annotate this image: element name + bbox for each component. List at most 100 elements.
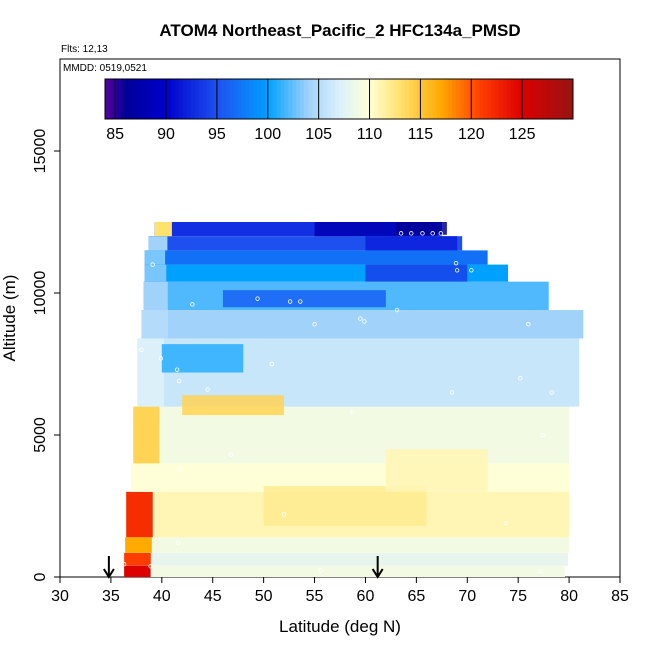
curtain-row [124,565,566,577]
curtain-feature [263,486,427,526]
colorbar-swatch [420,79,426,119]
colorbar-swatch [105,79,110,119]
x-tick-label: 70 [458,588,476,605]
colorbar-swatch [346,79,352,119]
colorbar-swatch [393,79,398,119]
curtain-cell [133,406,570,464]
x-tick-label: 45 [204,588,222,605]
sample-point [350,410,355,415]
colorbar-swatch [378,79,383,119]
colorbar-swatch [296,79,301,119]
colorbar-swatch [463,79,469,119]
sample-point [409,231,414,236]
sample-point [176,378,182,384]
sample-point [449,390,455,395]
colorbar-swatch [222,79,227,119]
sample-point [205,387,210,392]
colorbar-swatch [534,79,539,119]
chart-title: ATOM4 Northeast_Pacific_2 HFC134a_PMSD [159,21,520,40]
colorbar-swatch [307,79,313,119]
colorbar-swatch [553,79,558,119]
colorbar-swatch [498,79,504,119]
sample-point [190,302,195,307]
curtain-feature [222,290,386,308]
colorbar-swatch [206,79,211,119]
curtain-edge-cell [148,236,168,251]
colorbar-swatch [432,79,437,119]
sample-point [174,367,180,372]
colorbar-swatch [526,79,531,119]
sample-point [255,296,260,301]
curtain-edge-cell [124,552,151,566]
colorbar-swatch [362,79,367,119]
colorbar-swatch [487,79,492,119]
colorbar-swatch [186,79,192,119]
curtain-row [124,552,569,566]
colorbar-swatch [147,79,153,119]
colorbar-tick-label: 105 [305,126,332,143]
x-axis-label: Latitude (deg N) [279,617,401,636]
y-tick-label: 5000 [32,417,49,453]
flights-label: Flts: 12,13 [61,44,108,55]
curtain-edge-cell [154,222,172,237]
colorbar-swatch [280,79,285,119]
sample-point [312,322,317,327]
colorbar-swatch [506,79,512,119]
colorbar-swatch [190,79,196,119]
colorbar-swatch [300,79,305,119]
sample-point [420,231,425,236]
x-tick-label: 35 [102,588,120,605]
colorbar-swatch [537,79,543,119]
colorbar-swatch [218,79,223,119]
curtain-feature [161,344,244,373]
curtain-cell [124,552,569,566]
colorbar-swatch [483,79,488,119]
colorbar-swatch [303,79,309,119]
colorbar-swatch [159,79,164,119]
colorbar-swatch [358,79,363,119]
sample-point [453,260,459,266]
sample-point [269,361,274,367]
curtain-row [144,250,488,265]
colorbar-swatch [108,79,114,119]
x-tick-label: 80 [560,588,578,605]
colorbar-swatch [381,79,387,119]
curtain-heatmap [124,222,584,577]
sample-point [454,268,460,273]
colorbar-swatch [471,79,476,119]
sample-point [228,452,234,458]
colorbar-swatch [354,79,359,119]
colorbar-swatch [370,79,375,119]
colorbar-swatch [194,79,200,119]
colorbar-swatch [327,79,332,119]
x-axis: 30 35 40 45 50 55 60 65 70 75 80 85 [51,577,629,605]
colorbar-swatch [214,79,219,119]
curtain-cell [141,310,584,339]
colorbar-swatch [245,79,250,119]
colorbar-swatch [452,79,457,119]
colorbar-swatch [124,79,129,119]
y-tick-label: 0 [32,572,49,581]
colorbar: 85 90 95 100 105 110 115 120 125 [104,78,574,143]
colorbar-swatch [171,79,176,119]
down-arrow-icon [103,556,115,579]
colorbar-swatch [389,79,395,119]
sample-point [177,466,183,472]
colorbar-tick-label: 90 [157,126,175,143]
curtain-edge-cell [137,338,164,407]
colorbar-swatch [502,79,508,119]
curtain-feature [385,449,488,492]
colorbar-swatch [444,79,449,119]
sample-point [298,299,303,304]
colorbar-swatch [128,79,133,119]
sample-point [150,262,155,267]
colorbar-swatch [167,79,172,119]
sample-point [318,568,323,573]
curtain-feature [182,395,284,416]
y-axis-label: Altitude (m) [0,275,19,362]
colorbar-swatch [405,79,410,119]
colorbar-swatch [514,79,519,119]
colorbar-swatch [374,79,379,119]
colorbar-swatch [249,79,254,119]
colorbar-swatch [151,79,157,119]
